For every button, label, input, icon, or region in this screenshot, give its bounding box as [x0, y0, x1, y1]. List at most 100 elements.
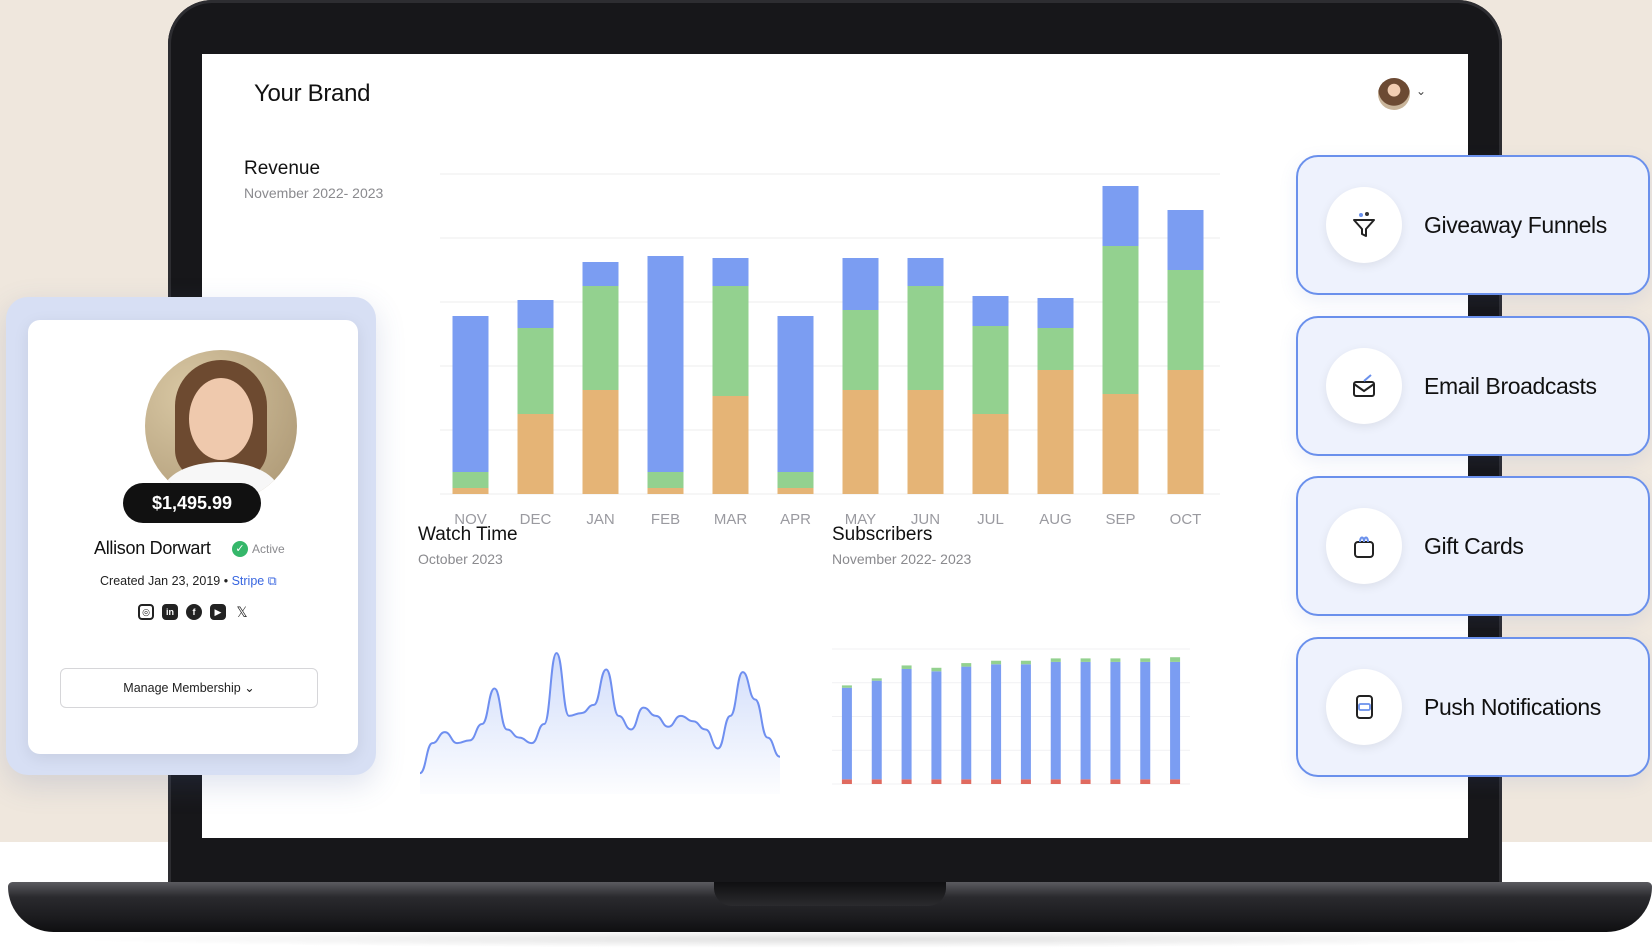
revenue-bar-apr-segment-0 — [777, 488, 814, 494]
revenue-xtick: AUG — [1039, 511, 1072, 528]
subscribers-bar-10-segment-0 — [1110, 779, 1121, 784]
revenue-bar-dec-segment-0 — [517, 414, 554, 494]
revenue-bar-nov-segment-2 — [452, 316, 489, 472]
revenue-bar-oct-segment-0 — [1167, 370, 1204, 494]
gift-card-icon — [1326, 508, 1402, 584]
subscribers-bar-10-segment-2 — [1110, 658, 1121, 662]
revenue-bar-dec-segment-2 — [517, 300, 554, 328]
revenue-bar-jan-segment-2 — [582, 262, 619, 286]
feature-label: Gift Cards — [1424, 532, 1524, 559]
subscribers-bar-4-segment-1 — [931, 671, 942, 780]
revenue-bar-may-segment-2 — [842, 258, 879, 310]
subscribers-bar-9-segment-1 — [1080, 661, 1091, 780]
subscribers-bar-8-segment-0 — [1050, 779, 1061, 784]
youtube-icon[interactable]: ▶ — [210, 604, 226, 620]
revenue-bar-nov-segment-1 — [452, 472, 489, 488]
manage-membership-button[interactable]: Manage Membership ⌄ — [60, 668, 318, 708]
revenue-xtick: NOV — [454, 511, 487, 528]
subscribers-chart — [832, 648, 1190, 785]
subscribers-bar-1-segment-0 — [841, 779, 852, 784]
profile-card: $1,495.99 Allison Dorwart ✓ Active Creat… — [28, 320, 358, 754]
subscribers-bar-5-segment-1 — [961, 666, 972, 780]
created-info: Created Jan 23, 2019 • Stripe ⧉ — [100, 574, 277, 589]
revenue-bar-jul-segment-1 — [972, 326, 1009, 414]
push-notification-icon — [1326, 669, 1402, 745]
revenue-bar-mar-segment-0 — [712, 396, 749, 494]
revenue-bar-sep-segment-0 — [1102, 394, 1139, 494]
feature-email-broadcasts[interactable]: Email Broadcasts — [1296, 316, 1650, 456]
subscribers-bar-11-segment-2 — [1140, 658, 1151, 662]
feature-push-notifications[interactable]: Push Notifications — [1296, 637, 1650, 777]
revenue-subtitle: November 2022- 2023 — [244, 185, 384, 201]
email-broadcast-icon — [1326, 348, 1402, 424]
revenue-bar-jul-segment-0 — [972, 414, 1009, 494]
status-text: Active — [252, 542, 285, 556]
revenue-chart: NOV DEC JAN FEB MAR APR MAY JUN JUL AUG SEP OCT — [440, 173, 1220, 528]
chevron-down-icon: ⌄ — [244, 681, 255, 695]
subscribers-bar-8-segment-2 — [1050, 658, 1061, 662]
revenue-bar-dec-segment-1 — [517, 328, 554, 414]
revenue-bar-jul-segment-2 — [972, 296, 1009, 326]
subscribers-bar-3-segment-1 — [901, 668, 912, 780]
revenue-bar-mar-segment-2 — [712, 258, 749, 286]
revenue-bar-may-segment-0 — [842, 390, 879, 494]
revenue-bar-jun-segment-0 — [907, 390, 944, 494]
user-avatar[interactable] — [1378, 78, 1410, 110]
revenue-xtick: JUN — [911, 511, 940, 528]
check-icon: ✓ — [232, 541, 248, 557]
revenue-bar-nov-segment-0 — [452, 488, 489, 494]
instagram-icon[interactable]: ◎ — [138, 604, 154, 620]
subscribers-bar-2-segment-0 — [871, 779, 882, 784]
subscribers-bar-12-segment-2 — [1170, 657, 1181, 662]
social-links: ◎ in f ▶ 𝕏 — [138, 604, 250, 620]
subscribers-bar-1-segment-2 — [841, 685, 852, 688]
revenue-bar-oct-segment-2 — [1167, 210, 1204, 270]
status-badge: ✓ Active — [232, 541, 285, 557]
revenue-xtick: SEP — [1105, 511, 1135, 528]
subscribers-bar-6-segment-0 — [991, 779, 1002, 784]
revenue-bar-jan-segment-0 — [582, 390, 619, 494]
revenue-bar-oct-segment-1 — [1167, 270, 1204, 370]
profile-name: Allison Dorwart — [94, 538, 211, 558]
brand-title: Your Brand — [254, 80, 371, 107]
subscribers-bar-9-segment-0 — [1080, 779, 1091, 784]
linkedin-icon[interactable]: in — [162, 604, 178, 620]
revenue-bar-sep-segment-2 — [1102, 186, 1139, 246]
subscribers-bar-2-segment-1 — [871, 680, 882, 780]
external-link-icon: ⧉ — [267, 574, 277, 588]
subscribers-bar-3-segment-2 — [901, 665, 912, 669]
revenue-xtick: JAN — [586, 511, 614, 528]
feature-giveaway-funnels[interactable]: Giveaway Funnels — [1296, 155, 1650, 295]
stripe-link[interactable]: Stripe ⧉ — [231, 574, 277, 588]
revenue-bar-feb-segment-2 — [647, 256, 684, 472]
subscribers-bar-7-segment-2 — [1020, 660, 1031, 665]
feature-label: Email Broadcasts — [1424, 372, 1597, 399]
subscribers-subtitle: November 2022- 2023 — [832, 551, 972, 567]
revenue-xtick: FEB — [651, 511, 680, 528]
feature-gift-cards[interactable]: Gift Cards — [1296, 476, 1650, 616]
watch-time-title: Watch Time — [418, 524, 518, 545]
subscribers-bar-11-segment-0 — [1140, 779, 1151, 784]
subscribers-title: Subscribers — [832, 524, 933, 545]
revenue-xtick: JUL — [977, 511, 1004, 528]
profile-photo — [145, 350, 297, 502]
revenue-bar-aug-segment-0 — [1037, 370, 1074, 494]
revenue-xtick: APR — [780, 511, 811, 528]
x-icon[interactable]: 𝕏 — [236, 604, 248, 620]
chevron-down-icon[interactable]: ⌄ — [1416, 84, 1427, 98]
revenue-bar-feb-segment-0 — [647, 488, 684, 494]
subscribers-bar-5-segment-0 — [961, 779, 972, 784]
facebook-icon[interactable]: f — [186, 604, 202, 620]
subscribers-bar-7-segment-1 — [1020, 664, 1031, 780]
subscribers-bar-3-segment-0 — [901, 779, 912, 784]
revenue-xtick: OCT — [1170, 511, 1202, 528]
revenue-bar-sep-segment-1 — [1102, 246, 1139, 394]
subscribers-bar-1-segment-1 — [841, 687, 852, 780]
watch-time-line — [419, 652, 781, 775]
funnel-icon — [1326, 187, 1402, 263]
revenue-bar-feb-segment-1 — [647, 472, 684, 488]
subscribers-bar-7-segment-0 — [1020, 779, 1031, 784]
subscribers-bar-6-segment-1 — [991, 664, 1002, 780]
balance-pill: $1,495.99 — [123, 483, 261, 523]
subscribers-bar-5-segment-2 — [961, 663, 972, 667]
